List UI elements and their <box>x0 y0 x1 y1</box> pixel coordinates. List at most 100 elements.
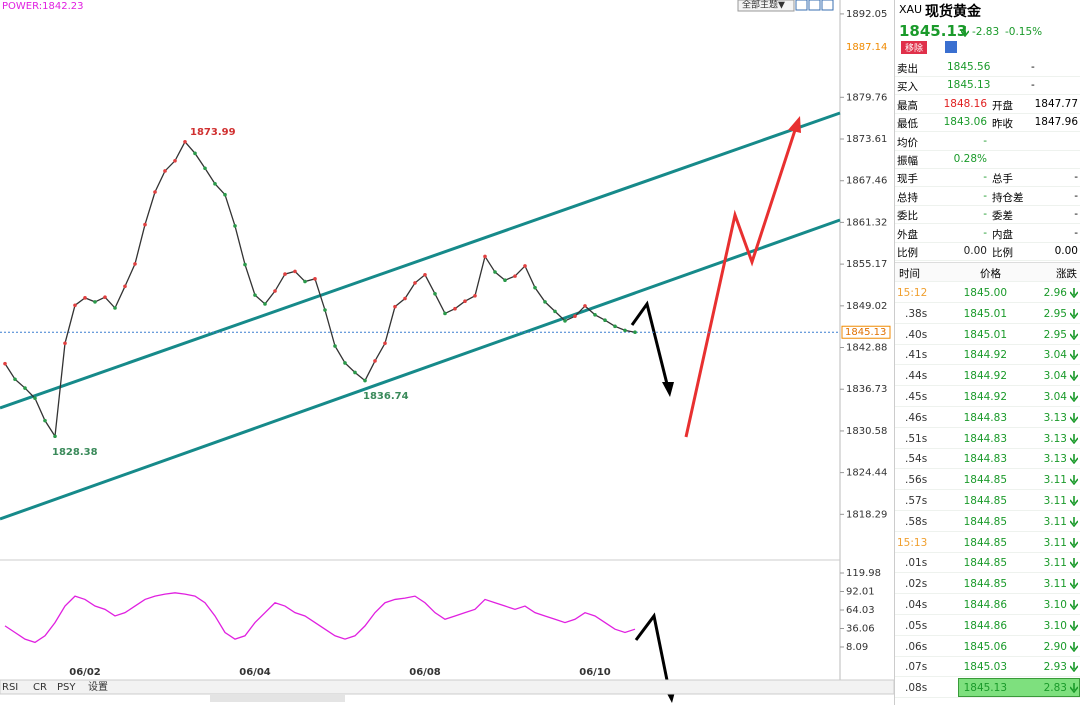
tab[interactable]: CR <box>33 682 47 693</box>
row-label: 最低 <box>897 118 918 131</box>
trade-row: .54s 1844.83 3.13 <box>895 448 1080 470</box>
down-icon <box>1070 662 1078 673</box>
price-point <box>113 306 117 310</box>
quote-row: 外盘 - 内盘 - <box>895 224 1080 243</box>
trade-time: .05s <box>905 619 928 632</box>
price-point <box>163 169 167 173</box>
last-price: 1845.13 <box>899 22 968 40</box>
trade-price: 1844.85 <box>963 495 1007 507</box>
tab[interactable]: 设置 <box>88 681 108 693</box>
alert-button[interactable] <box>945 41 957 53</box>
trade-time: 15:12 <box>897 287 928 299</box>
trade-time: .51s <box>905 432 928 445</box>
price-point <box>213 182 217 186</box>
tab[interactable]: PSY <box>57 682 76 693</box>
price-point <box>533 285 537 290</box>
y-tick-label: 1873.61 <box>846 134 887 145</box>
x-tick-label: 06/10 <box>579 667 611 678</box>
trade-price: 1844.86 <box>963 599 1007 611</box>
price-point <box>443 311 447 316</box>
remove-button[interactable]: 移除 <box>901 41 928 54</box>
trade-row: .45s 1844.92 3.04 <box>895 386 1080 407</box>
price-point <box>453 306 457 311</box>
row-value: 0.00 <box>1054 245 1078 257</box>
row-value: 1847.77 <box>1034 97 1078 110</box>
trade-price: 1844.92 <box>963 391 1007 403</box>
y-tick-label: 1849.02 <box>846 301 887 312</box>
trade-change: 3.11 <box>1043 474 1067 487</box>
trade-change: 3.11 <box>1043 515 1067 528</box>
row-value: 1845.56 <box>947 61 991 73</box>
row-label: 卖出 <box>897 63 918 75</box>
price-point <box>503 278 507 282</box>
y-tick-label: 1867.46 <box>846 176 887 187</box>
price-point <box>3 361 7 366</box>
trade-time: .07s <box>905 661 928 674</box>
x-tick-label: 06/04 <box>239 667 271 678</box>
price-point <box>253 293 257 297</box>
quote-row: 委比 - 委差 - <box>895 205 1080 225</box>
row-value: 1845.13 <box>947 79 991 92</box>
tab[interactable]: RSI <box>2 682 18 693</box>
y-tick-label: 1818.29 <box>846 509 887 520</box>
price-point <box>303 279 307 284</box>
price-point <box>323 308 327 312</box>
trade-row: .44s 1844.92 3.04 <box>895 365 1080 387</box>
down-icon <box>961 26 969 37</box>
trade-price: 1844.83 <box>963 432 1007 445</box>
down-icon <box>1070 329 1078 340</box>
down-icon <box>1070 558 1078 569</box>
price-line <box>4 592 636 644</box>
trade-price: 1844.92 <box>963 349 1007 362</box>
trade-change: 3.13 <box>1043 453 1067 466</box>
theme-button-label[interactable]: 全部主题▼ <box>742 0 785 11</box>
trade-change: 3.04 <box>1043 349 1067 362</box>
trade-time: .41s <box>905 349 928 362</box>
row-value: - <box>1074 226 1078 239</box>
y-tick-label: 1879.76 <box>846 92 887 103</box>
trade-time: .06s <box>905 640 928 653</box>
toolbar-icon[interactable] <box>808 0 821 11</box>
price-point <box>183 139 187 144</box>
quote-row: 买入 1845.13 - <box>895 76 1080 96</box>
trade-time: .46s <box>905 411 928 424</box>
trade-change: 3.11 <box>1043 495 1067 507</box>
current-price-box <box>841 325 891 339</box>
trade-price: 1844.83 <box>963 411 1007 424</box>
price-point <box>173 158 177 163</box>
row-value: - <box>983 208 987 221</box>
price-point <box>403 296 407 301</box>
trade-change: 3.04 <box>1043 391 1067 403</box>
down-icon <box>1070 641 1078 652</box>
row-value: - <box>983 189 987 202</box>
theme-button[interactable] <box>737 0 795 12</box>
price-point <box>363 378 367 383</box>
down-icon <box>1070 454 1078 465</box>
price-point <box>613 324 617 329</box>
row-value: - <box>983 171 987 184</box>
symbol: XAU <box>899 3 923 16</box>
row-label: 买入 <box>897 81 918 94</box>
trade-time: .38s <box>905 307 928 320</box>
row-label: 总手 <box>992 173 1013 186</box>
row-label: 委差 <box>992 210 1013 223</box>
row-label: 委比 <box>897 210 918 223</box>
quote-row: 卖出 1845.56 - <box>895 58 1080 77</box>
toolbar-icon[interactable] <box>795 0 808 11</box>
trade-row: .46s 1844.83 3.13 <box>895 407 1080 428</box>
price-point <box>203 166 207 171</box>
scrollbar[interactable] <box>210 694 345 702</box>
trade-time: .01s <box>905 557 928 570</box>
row-label: 昨收 <box>992 118 1013 131</box>
row-label: 开盘 <box>992 99 1013 112</box>
trade-price: 1844.83 <box>963 453 1007 466</box>
down-icon <box>1070 620 1078 631</box>
price-point <box>353 370 357 375</box>
row-value: - <box>983 226 987 239</box>
x-tick-label: 06/02 <box>69 667 101 678</box>
toolbar-icon[interactable] <box>821 0 834 11</box>
price-point <box>53 434 57 439</box>
marker-label: 1887.14 <box>846 42 887 53</box>
price-point <box>623 328 627 333</box>
trade-time: .54s <box>905 453 928 466</box>
